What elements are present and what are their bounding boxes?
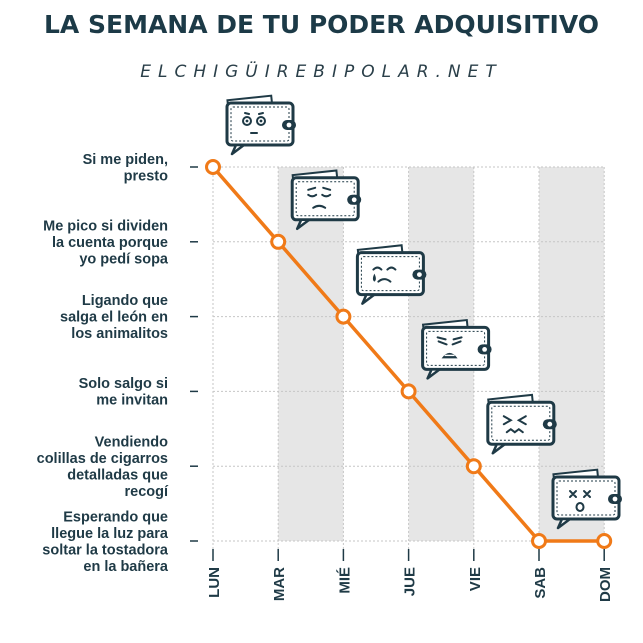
y-level-label-line: me invitan — [96, 393, 168, 409]
y-level-label: Ligando que salga el león en los animalito… — [60, 293, 168, 342]
wallet-tail — [426, 368, 441, 380]
wallet-confounded-icon — [486, 393, 557, 455]
chart-subtitle: ELCHIGÜIREBIPOLAR.NET — [140, 62, 503, 82]
mouth — [377, 278, 392, 283]
wallet-anguished-icon — [421, 318, 492, 380]
x-tick-label: JUE — [402, 567, 419, 596]
eyes — [569, 490, 591, 498]
wallet-clasp-dot — [547, 421, 553, 427]
data-point — [596, 533, 613, 549]
data-point — [205, 159, 221, 175]
x-tick-label: MAR — [271, 567, 288, 601]
data-point — [335, 308, 352, 325]
wallet-stitch — [295, 181, 355, 217]
y-level-label-line: Solo salgo si — [79, 376, 168, 392]
mouth — [312, 204, 327, 209]
brows — [307, 186, 332, 191]
wallet-tail — [230, 143, 246, 156]
y-level-label-line: salga el león en — [60, 310, 168, 326]
y-level-label-line: yo pedí sopa — [79, 251, 169, 267]
wallet-stitch — [426, 330, 486, 366]
wallet-face — [436, 336, 463, 359]
y-level-label-line: recogí — [124, 484, 168, 500]
eyes — [502, 415, 527, 426]
tear — [372, 273, 376, 282]
pupil — [259, 119, 263, 123]
x-tick-label: MIÉ — [336, 567, 353, 594]
wallet-face — [502, 415, 527, 434]
y-level-label-line: detalladas que — [67, 467, 168, 483]
eyes — [437, 340, 462, 346]
wallet-clasp-dot — [482, 347, 487, 352]
wallet-stitch — [230, 106, 290, 142]
data-point — [465, 458, 482, 475]
x-tick-label: SAB — [532, 567, 549, 599]
wallet-face — [307, 186, 332, 209]
mouth — [575, 502, 585, 512]
x-tick-label: VIE — [467, 567, 484, 591]
wallet-clasp-dot — [417, 272, 422, 277]
y-level-label-line: la cuenta porque — [52, 235, 168, 251]
pupil — [245, 119, 249, 123]
wallet-clasp-dot — [351, 197, 357, 203]
data-point — [531, 533, 547, 549]
y-level-label-line: Vendiendo — [95, 434, 168, 450]
wallet-stitch — [360, 256, 420, 292]
wallet-dizzy-icon — [551, 468, 622, 530]
y-level-label: Si me piden, presto — [83, 152, 169, 185]
wallet-neutral-icon — [225, 94, 296, 156]
eye — [256, 116, 266, 126]
column-stripe — [278, 167, 344, 541]
data-point — [270, 233, 287, 250]
eyes — [372, 266, 397, 271]
chart-title: LA SEMANA DE TU PODER ADQUISITIVO — [44, 10, 599, 39]
y-level-label: Me pico si dividen la cuenta porque yo ped… — [43, 218, 169, 267]
y-level-label-line: en la bañera — [83, 559, 169, 575]
y-level-label-line: Me pico si dividen — [43, 218, 168, 234]
wallet-stitch — [491, 405, 551, 441]
y-level-label-line: presto — [124, 168, 168, 184]
eyes — [307, 193, 332, 198]
x-tick-label: LUN — [206, 567, 223, 598]
y-level-label-line: soltar la tostadora — [42, 542, 169, 558]
y-level-label-line: llegue la luz para — [51, 526, 169, 542]
wallet-face — [242, 112, 266, 134]
brows — [436, 336, 463, 341]
y-level-label: Solo salgo si me invitan — [79, 376, 168, 409]
data-point — [400, 383, 417, 400]
y-level-label: Vendiendo colillas de cigarros detalladas … — [37, 434, 169, 500]
wallet-face — [372, 266, 397, 283]
wallet-tail — [556, 517, 572, 530]
wallet-clasp-dot — [612, 496, 618, 502]
y-level-label-line: Esperando que — [63, 509, 168, 525]
x-tick-label: DOM — [597, 567, 614, 602]
wallet-crying-icon — [355, 244, 427, 305]
wallet-tail — [295, 218, 311, 231]
wallet-stitch — [556, 480, 616, 516]
wallet-face — [569, 490, 591, 512]
y-level-label: Esperando que llegue la luz para soltar la… — [42, 509, 169, 575]
eye — [242, 116, 252, 126]
wallet-clasp-dot — [286, 122, 292, 128]
y-level-label-line: Ligando que — [82, 293, 168, 309]
brows — [244, 112, 264, 115]
y-level-label-line: los animalitos — [71, 326, 168, 342]
wallet-worried-icon — [290, 169, 362, 231]
wallet-tail — [361, 293, 376, 305]
y-level-label-line: colillas de cigarros — [37, 451, 168, 467]
y-level-label-line: Si me piden, — [83, 152, 168, 168]
mouth — [505, 427, 524, 434]
wallet-tail — [491, 442, 507, 455]
